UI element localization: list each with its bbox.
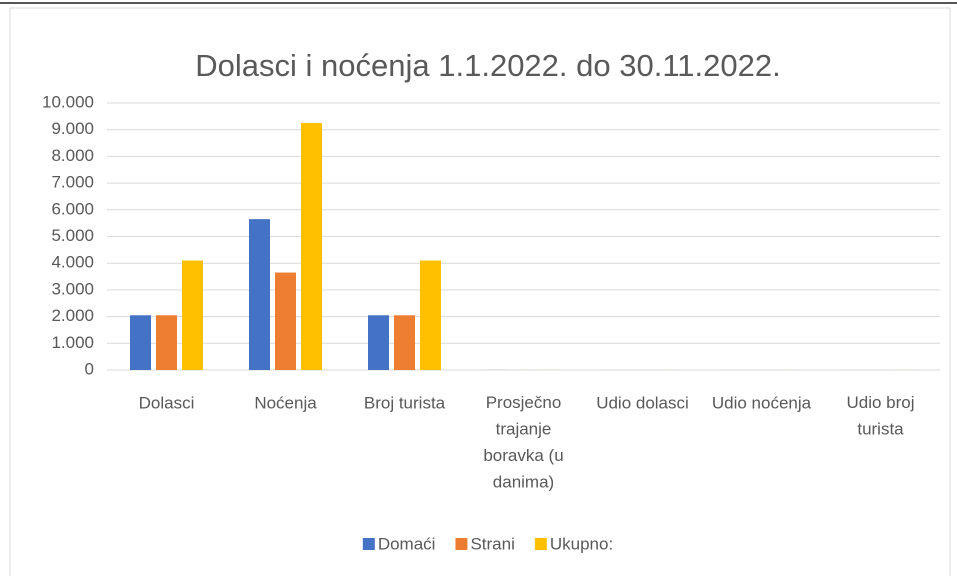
y-tick-label: 10.000 xyxy=(42,92,94,111)
legend-swatch xyxy=(455,538,468,550)
x-tick-label-line: Prosječno xyxy=(486,393,562,412)
legend-label: Strani xyxy=(470,534,514,553)
y-tick-label: 7.000 xyxy=(51,173,94,192)
x-tick-label: Noćenja xyxy=(254,393,317,412)
legend-swatch xyxy=(534,538,547,550)
x-tick-label: Broj turista xyxy=(364,393,446,412)
bar xyxy=(182,260,203,370)
bar xyxy=(130,315,151,370)
x-tick-label: Udio dolasci xyxy=(596,393,689,412)
y-tick-label: 3.000 xyxy=(51,279,94,298)
x-tick-label: Udio broj turista xyxy=(846,393,914,439)
legend-label: Ukupno: xyxy=(550,534,613,553)
y-tick-label: 1.000 xyxy=(51,333,94,352)
bar xyxy=(301,123,322,371)
x-tick-label-line: turista xyxy=(857,420,904,439)
bar xyxy=(275,272,296,370)
bar xyxy=(420,260,441,370)
legend-label: Domaći xyxy=(378,534,436,553)
y-tick-label: 2.000 xyxy=(51,306,94,325)
y-tick-label: 9.000 xyxy=(51,119,94,138)
y-tick-label: 8.000 xyxy=(51,146,94,165)
y-tick-label: 4.000 xyxy=(51,253,94,272)
y-tick-label: 6.000 xyxy=(51,199,94,218)
chart-border xyxy=(9,7,951,576)
chart-title: Dolasci i noćenja 1.1.2022. do 30.11.202… xyxy=(195,48,780,83)
x-tick-label-line: Udio broj xyxy=(846,393,914,412)
x-tick-label: Dolasci xyxy=(139,393,195,412)
grid xyxy=(107,102,940,371)
bar xyxy=(394,315,415,370)
bar xyxy=(156,315,177,370)
x-tick-label-line: danima) xyxy=(493,473,554,492)
y-tick-label: 0 xyxy=(85,359,94,378)
legend-swatch xyxy=(362,538,375,550)
x-tick-label: Udio noćenja xyxy=(712,393,812,412)
x-tick-label: Prosječno trajanje boravka (u danima) xyxy=(483,393,563,492)
legend: Domaći Strani Ukupno: xyxy=(362,534,613,553)
x-tick-label-line: trajanje xyxy=(496,420,552,439)
bar xyxy=(249,219,270,370)
x-tick-label-line: boravka (u xyxy=(483,446,563,465)
bar xyxy=(368,315,389,370)
y-tick-label: 5.000 xyxy=(51,226,94,245)
